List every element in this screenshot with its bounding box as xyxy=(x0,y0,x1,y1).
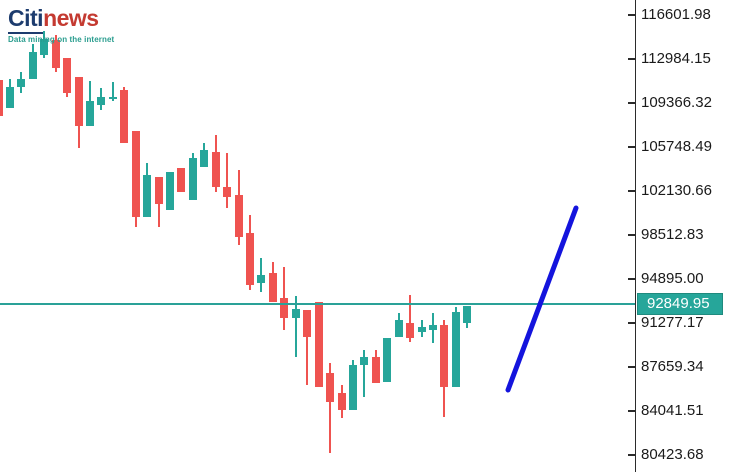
candle-wick xyxy=(363,350,366,397)
axis-price-label: 102130.66 xyxy=(641,182,712,199)
candle-body-up xyxy=(108,97,117,99)
axis-tick xyxy=(628,454,635,456)
candle-body-down xyxy=(0,80,3,116)
candle-body-down xyxy=(120,90,129,143)
candle-body-down xyxy=(440,325,449,387)
axis-tick xyxy=(628,146,635,148)
candle-body-up xyxy=(143,175,152,217)
candle-body-up xyxy=(257,275,266,283)
axis-tick xyxy=(628,190,635,192)
candle-body-down xyxy=(223,187,232,197)
candle-body-up xyxy=(97,97,106,105)
logo-citi-text: Citi xyxy=(8,5,44,34)
axis-tick xyxy=(628,410,635,412)
axis-price-label: 116601.98 xyxy=(641,6,711,23)
candle-body-down xyxy=(177,167,186,192)
candle-body-up xyxy=(86,101,95,126)
candle-body-down xyxy=(337,393,346,410)
candle-body-up xyxy=(17,78,26,87)
candle-wick xyxy=(294,296,297,357)
axis-tick xyxy=(628,14,635,16)
candle-body-up xyxy=(28,51,37,79)
current-price-value: 92849.95 xyxy=(647,295,710,313)
candle-body-down xyxy=(246,233,255,285)
citinews-logo: Citi news Data mining on the internet xyxy=(8,5,114,44)
candle-wick xyxy=(226,153,229,208)
candle-body-down xyxy=(211,152,220,187)
axis-price-label: 87659.34 xyxy=(641,358,704,375)
axis-price-label: 98512.83 xyxy=(641,226,704,243)
candle-body-down xyxy=(154,176,163,204)
axis-price-label: 84041.51 xyxy=(641,402,704,419)
axis-price-label: 105748.49 xyxy=(641,138,712,155)
candle-body-down xyxy=(371,357,380,383)
candle-body-up xyxy=(348,365,357,410)
current-price-badge: 92849.95 xyxy=(637,292,723,315)
candle-body-up xyxy=(291,309,300,318)
candle-body-up xyxy=(6,86,15,108)
candle-body-up xyxy=(394,320,403,337)
axis-line xyxy=(635,0,636,472)
candle-body-up xyxy=(188,158,197,200)
candle-body-down xyxy=(314,302,323,387)
candle-body-up xyxy=(360,357,369,365)
axis-price-label: 91277.17 xyxy=(641,314,704,331)
axis-price-label: 109366.32 xyxy=(641,94,712,111)
logo-tagline: Data mining on the internet xyxy=(8,35,115,44)
candle-body-down xyxy=(74,77,83,126)
candle-body-up xyxy=(428,325,437,330)
axis-tick xyxy=(628,102,635,104)
candle-body-up xyxy=(417,327,426,332)
candle-body-down xyxy=(280,298,289,318)
current-price-line xyxy=(0,302,635,305)
candle-body-up xyxy=(451,312,460,387)
axis-price-label: 94895.00 xyxy=(641,270,704,287)
candle-wick xyxy=(409,295,412,342)
axis-tick xyxy=(628,278,635,280)
candle-body-up xyxy=(40,39,49,55)
candle-body-up xyxy=(383,338,392,382)
logo-wordmark: Citi news xyxy=(8,5,114,34)
candle-body-down xyxy=(131,131,140,217)
logo-news-text: news xyxy=(43,5,99,31)
candle-body-down xyxy=(63,58,72,93)
axis-tick xyxy=(628,58,635,60)
candle-body-down xyxy=(268,273,277,302)
candle-body-down xyxy=(51,40,60,68)
axis-tick xyxy=(628,366,635,368)
candle-body-up xyxy=(463,306,472,323)
axis-tick xyxy=(628,322,635,324)
candle-wick xyxy=(111,82,114,101)
candle-body-down xyxy=(234,195,243,237)
candle-body-up xyxy=(166,171,175,210)
axis-price-label: 80423.68 xyxy=(641,446,704,463)
candle-wick xyxy=(306,310,309,385)
axis-tick xyxy=(628,234,635,236)
candle-body-up xyxy=(200,149,209,167)
candle-body-down xyxy=(326,373,335,402)
candle-wick xyxy=(329,363,332,453)
axis-price-label: 112984.15 xyxy=(641,50,711,67)
candle-body-down xyxy=(406,323,415,338)
candle-body-down xyxy=(303,310,312,337)
